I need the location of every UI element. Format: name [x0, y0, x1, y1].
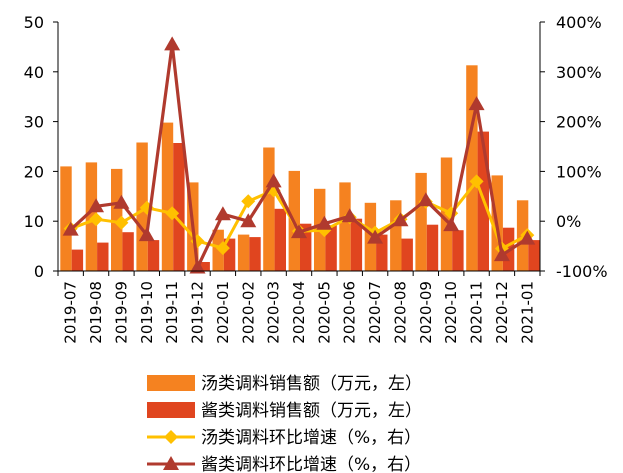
- left-tick-label: 30: [24, 113, 44, 132]
- bar-soup-2020-06: [339, 182, 351, 271]
- left-tick-label: 40: [24, 63, 44, 82]
- bar-soup-2019-08: [85, 162, 98, 271]
- bars-layer: [60, 65, 540, 272]
- bar-soup-2020-02: [237, 234, 250, 271]
- legend-marker-3: [163, 456, 179, 470]
- point-sauce-growth-2019-08: [88, 198, 105, 213]
- bar-sauce-2020-01: [223, 238, 236, 271]
- right-tick-label: 0%: [556, 212, 581, 231]
- x-tick-label: 2020-08: [391, 281, 409, 344]
- right-tick-label: 300%: [556, 63, 602, 82]
- bar-sauce-2020-09: [426, 224, 439, 271]
- bar-sauce-2020-06: [350, 218, 363, 271]
- bar-sauce-2020-03: [274, 208, 286, 272]
- bar-soup-2019-11: [161, 122, 174, 271]
- point-sauce-growth-2019-11: [164, 36, 181, 51]
- point-sauce-growth-2020-04: [291, 224, 307, 239]
- x-tick-label: 2020-04: [290, 281, 308, 344]
- x-tick-label: 2020-06: [341, 281, 359, 344]
- left-tick-label: 0: [34, 262, 44, 281]
- bar-sauce-2019-11: [173, 143, 185, 271]
- point-sauce-growth-2020-03: [265, 173, 282, 188]
- bar-soup-2020-11: [466, 65, 478, 271]
- bar-sauce-2020-05: [325, 225, 337, 271]
- point-sauce-growth-2021-01: [519, 230, 536, 245]
- x-tick-label: 2020-10: [442, 281, 460, 344]
- bar-sauce-2020-02: [249, 237, 261, 271]
- point-sauce-growth-2020-10: [443, 217, 460, 232]
- bar-sauce-2019-07: [71, 249, 84, 271]
- point-soup-growth-2019-08: [89, 212, 104, 227]
- x-tick-label: 2020-07: [366, 281, 384, 344]
- lines-layer: [62, 36, 536, 274]
- x-tick-label: 2020-05: [315, 281, 333, 344]
- legend-swatch-0: [147, 375, 195, 391]
- legend: 汤类调料销售额（万元，左） 酱类调料销售额（万元，左） 汤类调料环比增速（%，右） 酱…: [147, 374, 422, 473]
- bar-soup-2019-09: [111, 168, 123, 271]
- legend-swatch-1: [147, 402, 195, 418]
- x-tick-label: 2020-03: [265, 281, 283, 344]
- x-tick-label: 2020-12: [493, 281, 511, 344]
- axes-layer: 0 10 20 30 40 50 -100% 0% 100% 200% 300% 400% 2019-0…: [24, 13, 608, 344]
- x-tick-label: 2020-01: [214, 281, 232, 344]
- bar-sauce-2019-08: [97, 242, 109, 271]
- point-sauce-growth-2019-09: [113, 194, 130, 209]
- right-tick-label: 200%: [556, 113, 602, 132]
- bar-sauce-2020-07: [376, 234, 388, 271]
- right-tick-label: -100%: [556, 262, 608, 281]
- x-tick-label: 2021-01: [518, 281, 536, 344]
- x-tick-label: 2019-10: [138, 281, 156, 344]
- left-tick-label: 50: [24, 13, 44, 32]
- point-sauce-growth-2020-01: [214, 206, 231, 221]
- point-sauce-growth-2020-11: [468, 96, 485, 111]
- x-tick-label: 2020-02: [239, 281, 257, 344]
- bar-soup-2019-07: [60, 166, 72, 271]
- point-soup-growth-2020-11: [469, 174, 484, 189]
- point-sauce-growth-2020-05: [316, 215, 333, 230]
- point-sauce-growth-2020-02: [240, 213, 257, 228]
- right-tick-label: 100%: [556, 162, 602, 181]
- right-tick-label: 400%: [556, 13, 602, 32]
- legend-label-1: 酱类调料销售额（万元，左）: [201, 401, 422, 421]
- x-tick-label: 2019-09: [112, 281, 130, 344]
- x-tick-label: 2019-12: [189, 281, 207, 344]
- point-sauce-growth-2020-07: [367, 229, 384, 244]
- point-soup-growth-2019-11: [165, 206, 180, 221]
- bar-soup-2020-07: [364, 202, 377, 271]
- left-tick-label: 20: [24, 162, 44, 181]
- bar-soup-2020-03: [263, 147, 275, 271]
- x-tick-label: 2019-07: [62, 281, 80, 344]
- bar-soup-2020-09: [415, 172, 427, 271]
- legend-label-2: 汤类调料环比增速（%，右）: [201, 428, 421, 448]
- point-sauce-growth-2020-12: [493, 247, 510, 262]
- point-sauce-growth-2019-10: [138, 227, 155, 242]
- x-tick-label: 2020-09: [417, 281, 435, 344]
- point-soup-growth-2020-01: [215, 241, 230, 256]
- point-sauce-growth-2019-12: [189, 259, 206, 274]
- legend-marker-2: [164, 430, 178, 444]
- bar-sauce-2019-10: [147, 240, 160, 271]
- point-sauce-growth-2020-06: [341, 208, 358, 223]
- point-soup-growth-2020-02: [241, 194, 256, 209]
- point-sauce-growth-2019-07: [62, 221, 79, 236]
- legend-label-0: 汤类调料销售额（万元，左）: [201, 374, 422, 394]
- bar-sauce-2020-04: [300, 223, 312, 271]
- bar-soup-2020-08: [390, 200, 402, 271]
- x-tick-label: 2019-11: [163, 281, 181, 344]
- bar-sauce-2019-09: [122, 232, 134, 271]
- point-sauce-growth-2020-08: [392, 212, 409, 227]
- left-tick-label: 10: [24, 212, 44, 231]
- x-tick-label: 2019-08: [87, 281, 105, 344]
- legend-label-3: 酱类调料环比增速（%，右）: [201, 455, 421, 473]
- point-soup-growth-2019-09: [114, 215, 129, 230]
- bar-sauce-2021-01: [528, 240, 540, 271]
- bar-sauce-2020-08: [401, 238, 413, 271]
- x-tick-label: 2020-11: [468, 281, 486, 344]
- bar-sauce-2020-10: [452, 230, 464, 271]
- point-sauce-growth-2020-09: [417, 192, 434, 207]
- bar-sauce-2019-12: [198, 262, 210, 271]
